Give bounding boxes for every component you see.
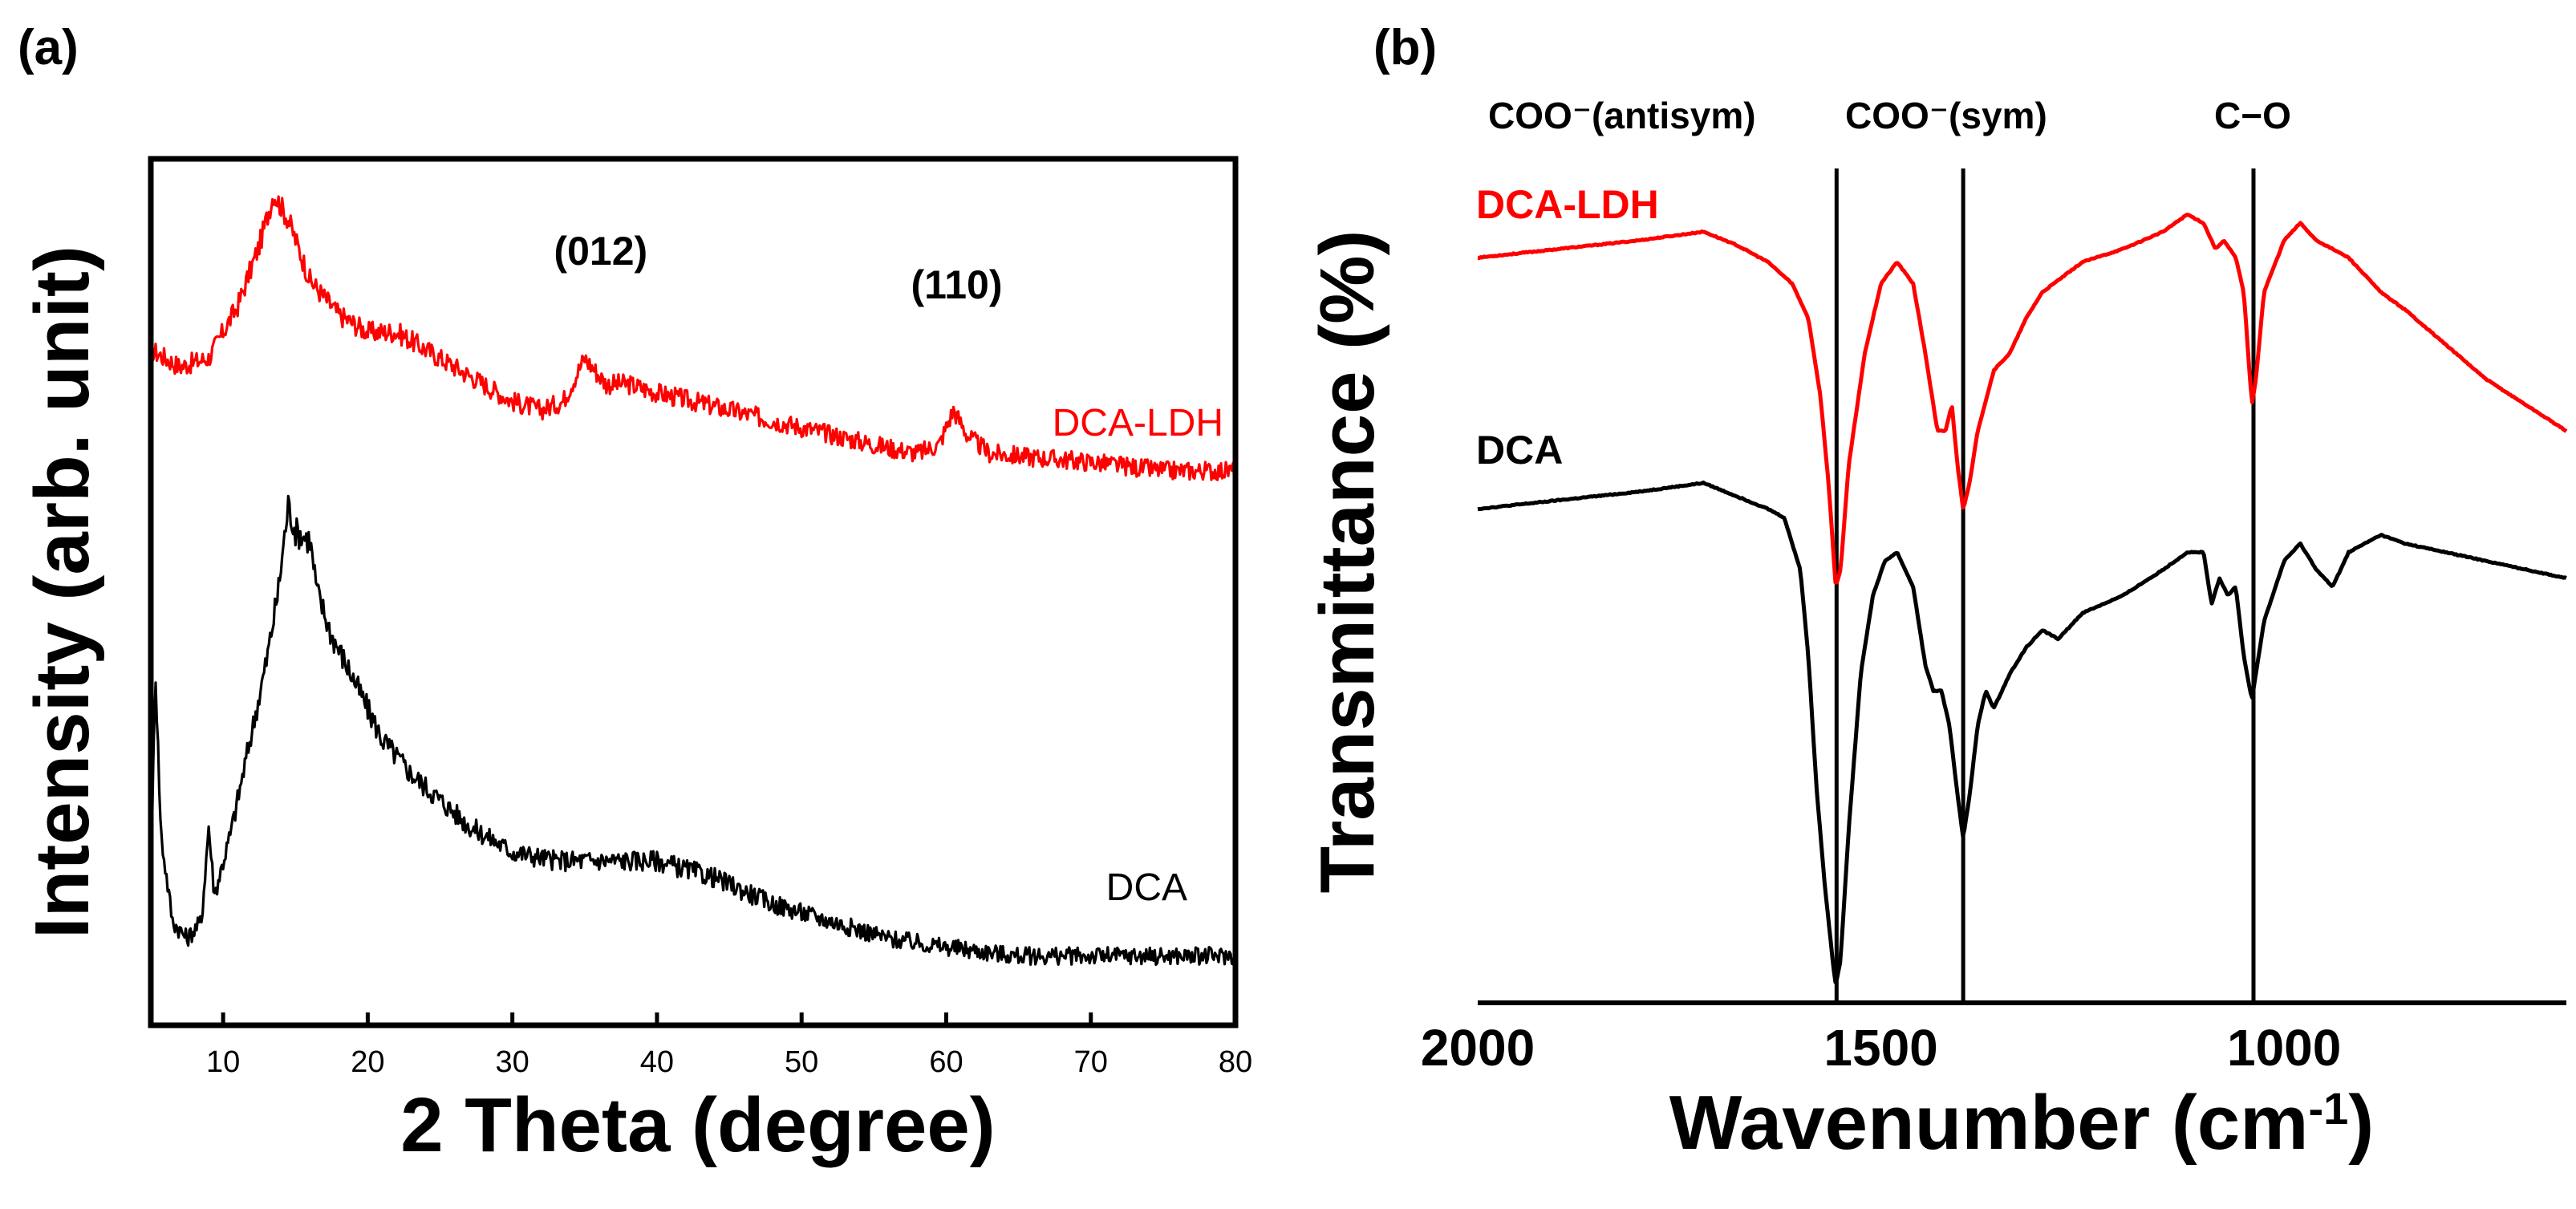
panel-b-ftir-chart: (b) 2000 1500 1000 COO⁻(antisym) COO⁻(sym)… (1304, 20, 2568, 1166)
x-axis-title-b-superscript: -1 (2308, 1083, 2348, 1134)
x-axis-title-b-close: ) (2348, 1080, 2374, 1166)
band-label-c-o: C−O (2214, 95, 2291, 136)
x-tick-label-a: 10 (206, 1045, 240, 1079)
peak-label-110: (110) (911, 262, 1003, 307)
x-axis-title-b-main: Wavenumber (cm (1669, 1080, 2309, 1166)
series-line-dca-ldh-a (150, 195, 1237, 481)
peak-label-012: (012) (554, 229, 647, 274)
panel-b-series-group (1477, 213, 2568, 984)
x-tick-label-b: 1000 (2227, 1019, 2341, 1077)
panel-a-label: (a) (18, 20, 79, 75)
x-tick-label-a: 30 (496, 1045, 529, 1079)
y-axis-title-a: Intensity (arb. unit) (19, 245, 105, 939)
x-tick-label-a: 50 (785, 1045, 818, 1079)
panel-a-plot-frame (148, 156, 1239, 1028)
legend-dca-ldh-a: DCA-LDH (1053, 402, 1223, 444)
x-axis-title-b: Wavenumber (cm-1) (1669, 1080, 2374, 1166)
x-tick-label-a: 80 (1219, 1045, 1252, 1079)
x-tick-label-a: 60 (929, 1045, 963, 1079)
x-tick-label-b: 2000 (1421, 1019, 1535, 1077)
series-line-dca-ldh-b (1477, 213, 2568, 585)
panel-b-x-ticks: 2000 1500 1000 (1421, 1000, 2566, 1077)
x-tick-label-a: 40 (640, 1045, 674, 1079)
series-line-dca-a (149, 494, 1237, 966)
panel-b-reference-lines (1834, 168, 2256, 1003)
x-tick-label-a: 70 (1074, 1045, 1108, 1079)
x-tick-label-a: 20 (351, 1045, 384, 1079)
band-label-coo-sym: COO⁻(sym) (1845, 95, 2047, 136)
panel-a-series-group (149, 195, 1237, 966)
series-line-dca-b (1477, 481, 2567, 984)
x-axis-title-a: 2 Theta (degree) (400, 1082, 996, 1168)
band-label-coo-antisym: COO⁻(antisym) (1488, 95, 1756, 136)
panel-a-xrd-chart: (a) 10 20 30 40 50 60 70 80 (012) (110) DCA-LDH… (18, 20, 1252, 1168)
legend-dca-ldh-b: DCA-LDH (1476, 182, 1659, 227)
x-tick-label-b: 1500 (1823, 1019, 1937, 1077)
panel-a-x-ticks: 10 20 30 40 50 60 70 80 (206, 1012, 1252, 1079)
legend-dca-a: DCA (1106, 866, 1187, 909)
y-axis-title-b: Transmittance (%) (1304, 230, 1390, 894)
panel-b-label: (b) (1373, 20, 1437, 75)
legend-dca-b: DCA (1476, 428, 1563, 473)
